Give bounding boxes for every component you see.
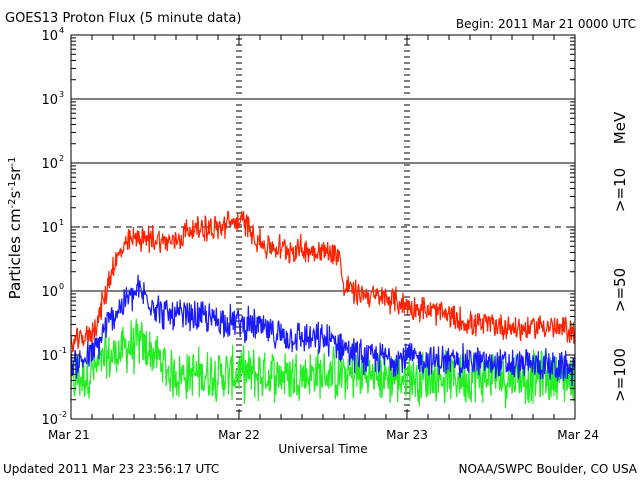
y-tick-label: 10 xyxy=(41,157,58,172)
y-axis-label: Particles cm-2s-1sr-1 xyxy=(6,157,24,300)
legend: >=10 >=50 >=100 MeV xyxy=(611,111,629,402)
y-tick-exponent: 2 xyxy=(59,154,64,163)
y-tick-label: 10 xyxy=(41,349,58,364)
y-tick-exponent: 1 xyxy=(59,218,64,227)
series-line xyxy=(70,210,576,353)
legend-entry: >=100 xyxy=(611,348,629,402)
series-line xyxy=(70,318,576,408)
updated-timestamp: Updated 2011 Mar 23 23:56:17 UTC xyxy=(3,462,219,476)
y-tick-exponent: -1 xyxy=(59,346,67,355)
legend-entry: >=10 xyxy=(611,168,629,212)
x-tick-label: Mar 24 xyxy=(557,428,599,442)
reference-lines xyxy=(71,98,575,292)
legend-entry: >=50 xyxy=(611,268,629,312)
x-tick-label: Mar 23 xyxy=(386,428,428,442)
data-series xyxy=(70,210,576,408)
y-tick-label: 10 xyxy=(41,413,58,428)
chart-title: GOES13 Proton Flux (5 minute data) xyxy=(5,11,241,26)
y-tick-label: 10 xyxy=(41,285,58,300)
y-tick-exponent: 0 xyxy=(59,282,64,291)
x-axis-ticks: Mar 21 Mar 22 Mar 23 Mar 24 xyxy=(48,35,599,442)
y-tick-label: 10 xyxy=(41,221,58,236)
x-tick-label: Mar 21 xyxy=(48,428,90,442)
y-tick-exponent: -2 xyxy=(59,410,67,419)
x-tick-label: Mar 22 xyxy=(218,428,260,442)
y-tick-exponent: 3 xyxy=(59,90,64,99)
credit-text: NOAA/SWPC Boulder, CO USA xyxy=(459,462,638,476)
legend-units-label: MeV xyxy=(611,111,629,144)
y-tick-label: 10 xyxy=(41,29,58,44)
y-tick-label: 10 xyxy=(41,93,58,108)
series-line xyxy=(70,274,576,387)
x-axis-label: Universal Time xyxy=(278,442,367,456)
begin-time: Begin: 2011 Mar 21 0000 UTC xyxy=(456,17,636,31)
y-tick-exponent: 4 xyxy=(59,26,64,35)
